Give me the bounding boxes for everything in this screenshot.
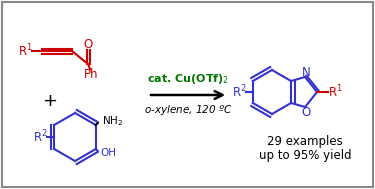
Text: Ph: Ph	[84, 67, 98, 81]
Text: +: +	[42, 92, 57, 110]
Text: N: N	[302, 66, 310, 78]
Text: R$^1$: R$^1$	[328, 84, 342, 100]
Text: 29 examples: 29 examples	[267, 135, 343, 147]
Text: R$^2$: R$^2$	[232, 84, 246, 100]
Text: R$^2$: R$^2$	[33, 129, 48, 145]
Text: NH$_2$: NH$_2$	[102, 114, 123, 128]
Text: cat. Cu(OTf)$_2$: cat. Cu(OTf)$_2$	[147, 72, 229, 86]
Text: O: O	[83, 37, 93, 50]
Text: up to 95% yield: up to 95% yield	[259, 149, 351, 161]
Text: OH: OH	[101, 148, 117, 158]
Text: O: O	[302, 105, 310, 119]
Text: $o$-xylene, 120 ºC: $o$-xylene, 120 ºC	[144, 103, 232, 117]
Text: R$^1$: R$^1$	[18, 43, 32, 59]
